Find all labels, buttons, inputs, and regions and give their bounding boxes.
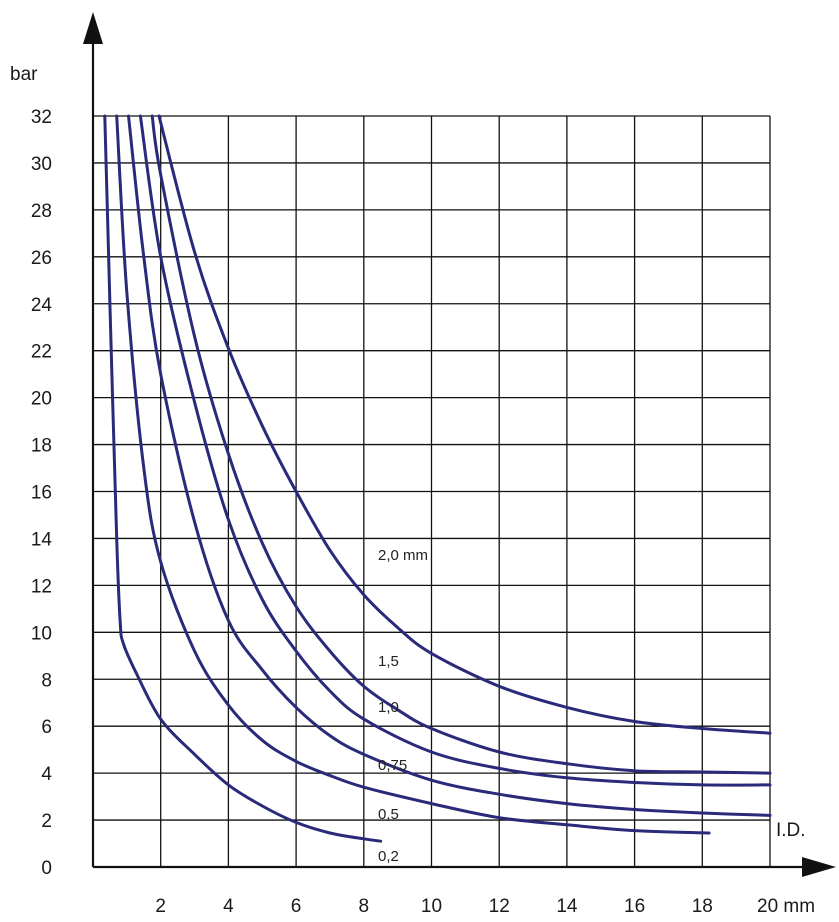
y-tick-label: 18 [31,436,52,457]
series-line-2 [115,114,711,835]
series-line-4 [138,114,772,787]
x-tick-label: 8 [359,896,370,917]
x-tick-label: 6 [291,896,302,917]
x-tick-label: 12 [489,896,510,917]
y-tick-label: 28 [31,201,52,222]
curve-label: 2,0 mm [378,547,428,564]
y-tick-label: 14 [31,529,53,550]
x-tick-label: 16 [624,896,645,917]
y-tick-label: 4 [41,764,52,785]
y-tick-label: 22 [31,342,52,363]
series-line-6 [157,114,772,735]
y-tick-label: 6 [41,717,52,738]
series-line-1 [103,114,383,843]
curve-label: 1,0 [378,699,399,716]
x-axis-arrow-icon [802,857,836,877]
y-tick-label: 2 [41,811,52,832]
x-tick-label: 4 [223,896,234,917]
x-axis-unit-label: 20 mm [757,896,815,917]
y-tick-label: 26 [31,248,52,269]
y-tick-label: 12 [31,576,52,597]
y-tick-label: 10 [31,623,52,644]
curve-label: 0,75 [378,757,407,774]
curve-label: 0,5 [378,806,399,823]
x-tick-label: 2 [155,896,166,917]
grid [93,115,771,867]
x-axis-label: I.D. [776,820,806,841]
curves [103,114,772,843]
x-tick-label: 18 [692,896,713,917]
x-tick-label: 14 [556,896,578,917]
series-line-3 [127,114,772,817]
y-tick-label: 24 [31,295,53,316]
y-tick-label: 20 [31,389,52,410]
x-tick-label: 10 [421,896,442,917]
y-tick-label: 30 [31,154,52,175]
axes [83,12,836,877]
y-tick-label: 0 [41,858,52,879]
curve-label: 1,5 [378,653,399,670]
y-tick-label: 8 [41,670,52,691]
y-tick-label: 32 [31,107,52,128]
y-tick-label: 16 [31,483,52,504]
series-line-5 [150,114,772,775]
curve-label: 0,2 [378,848,399,865]
y-axis-label: bar [10,64,38,85]
y-axis-arrow-icon [83,12,103,44]
labels: bar I.D. 20 mm 0246810121416182022242628… [10,64,815,917]
